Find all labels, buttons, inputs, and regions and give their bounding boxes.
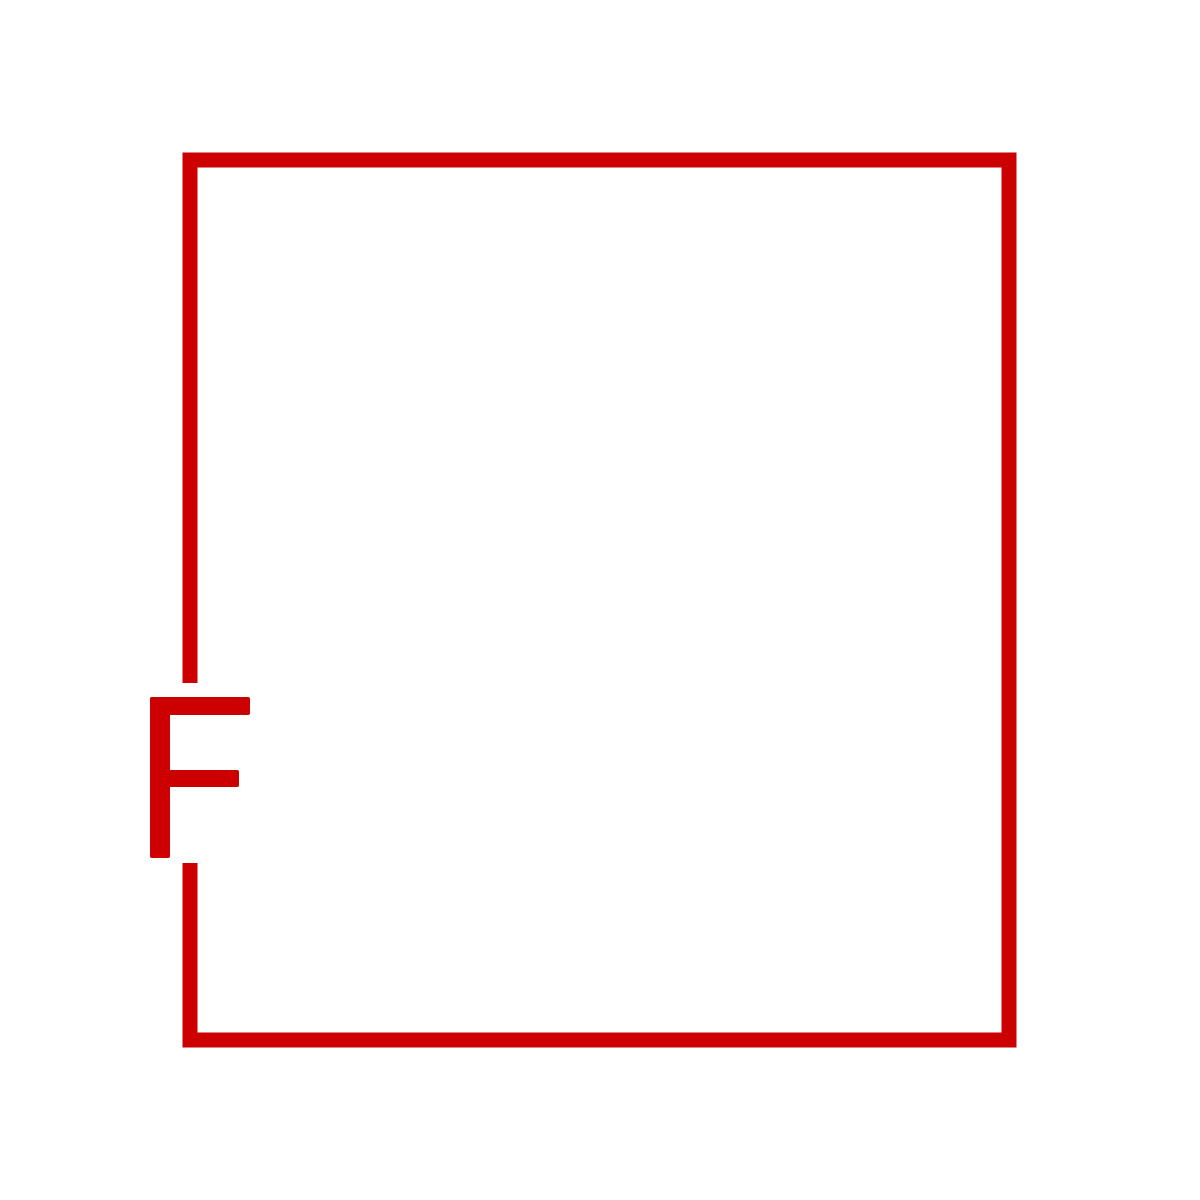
letter-f-middle-bar — [150, 770, 239, 787]
logo-letter-f — [150, 697, 250, 858]
frame-outline — [182, 152, 1017, 1048]
letter-f-top-bar — [150, 697, 250, 715]
